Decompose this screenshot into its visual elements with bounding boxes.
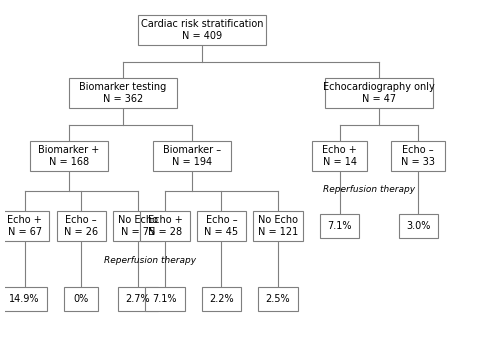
- FancyBboxPatch shape: [138, 15, 265, 45]
- Text: Echo –
N = 26: Echo – N = 26: [64, 215, 98, 237]
- FancyBboxPatch shape: [30, 141, 108, 171]
- FancyBboxPatch shape: [196, 211, 245, 241]
- FancyBboxPatch shape: [324, 78, 432, 108]
- Text: Echo –
N = 45: Echo – N = 45: [204, 215, 238, 237]
- Text: No Echo
N = 121: No Echo N = 121: [258, 215, 298, 237]
- Text: 14.9%: 14.9%: [10, 294, 40, 304]
- FancyBboxPatch shape: [390, 141, 444, 171]
- Text: No Echo
N = 75: No Echo N = 75: [118, 215, 157, 237]
- Text: Echo +
N = 28: Echo + N = 28: [147, 215, 182, 237]
- Text: Echocardiography only
N = 47: Echocardiography only N = 47: [322, 82, 434, 104]
- FancyBboxPatch shape: [64, 287, 98, 311]
- Text: Echo +
N = 67: Echo + N = 67: [8, 215, 42, 237]
- FancyBboxPatch shape: [0, 211, 49, 241]
- Text: 0%: 0%: [74, 294, 89, 304]
- Text: Reperfusion therapy: Reperfusion therapy: [104, 256, 196, 265]
- FancyBboxPatch shape: [140, 211, 189, 241]
- FancyBboxPatch shape: [312, 141, 366, 171]
- FancyBboxPatch shape: [113, 211, 162, 241]
- Text: 3.0%: 3.0%: [405, 221, 429, 231]
- FancyBboxPatch shape: [253, 211, 302, 241]
- FancyBboxPatch shape: [69, 78, 177, 108]
- FancyBboxPatch shape: [3, 287, 47, 311]
- FancyBboxPatch shape: [201, 287, 240, 311]
- Text: Biomarker –
N = 194: Biomarker – N = 194: [163, 145, 220, 167]
- FancyBboxPatch shape: [118, 287, 157, 311]
- Text: Echo –
N = 33: Echo – N = 33: [400, 145, 434, 167]
- Text: 2.2%: 2.2%: [209, 294, 233, 304]
- Text: Biomarker testing
N = 362: Biomarker testing N = 362: [79, 82, 166, 104]
- Text: Cardiac risk stratification
N = 409: Cardiac risk stratification N = 409: [140, 19, 263, 41]
- FancyBboxPatch shape: [145, 287, 184, 311]
- FancyBboxPatch shape: [57, 211, 106, 241]
- Text: Echo +
N = 14: Echo + N = 14: [322, 145, 356, 167]
- Text: 7.1%: 7.1%: [327, 221, 351, 231]
- Text: 2.7%: 2.7%: [125, 294, 150, 304]
- Text: 2.5%: 2.5%: [265, 294, 290, 304]
- FancyBboxPatch shape: [319, 214, 359, 238]
- Text: 7.1%: 7.1%: [152, 294, 177, 304]
- Text: Biomarker +
N = 168: Biomarker + N = 168: [38, 145, 99, 167]
- FancyBboxPatch shape: [152, 141, 231, 171]
- FancyBboxPatch shape: [258, 287, 297, 311]
- Text: Reperfusion therapy: Reperfusion therapy: [322, 185, 414, 194]
- FancyBboxPatch shape: [398, 214, 437, 238]
